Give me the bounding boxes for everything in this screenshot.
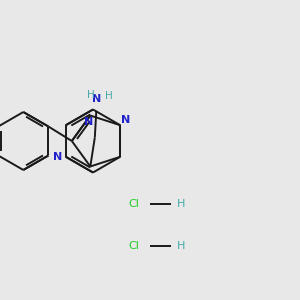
Text: Cl: Cl <box>128 199 139 209</box>
Text: Cl: Cl <box>128 241 139 251</box>
Text: N: N <box>121 115 130 125</box>
Text: N: N <box>53 152 62 162</box>
Text: N: N <box>84 117 93 127</box>
Text: H: H <box>177 241 186 251</box>
Text: H: H <box>105 91 113 101</box>
Text: H: H <box>177 199 186 209</box>
Text: H: H <box>87 90 95 100</box>
Text: N: N <box>92 94 101 104</box>
